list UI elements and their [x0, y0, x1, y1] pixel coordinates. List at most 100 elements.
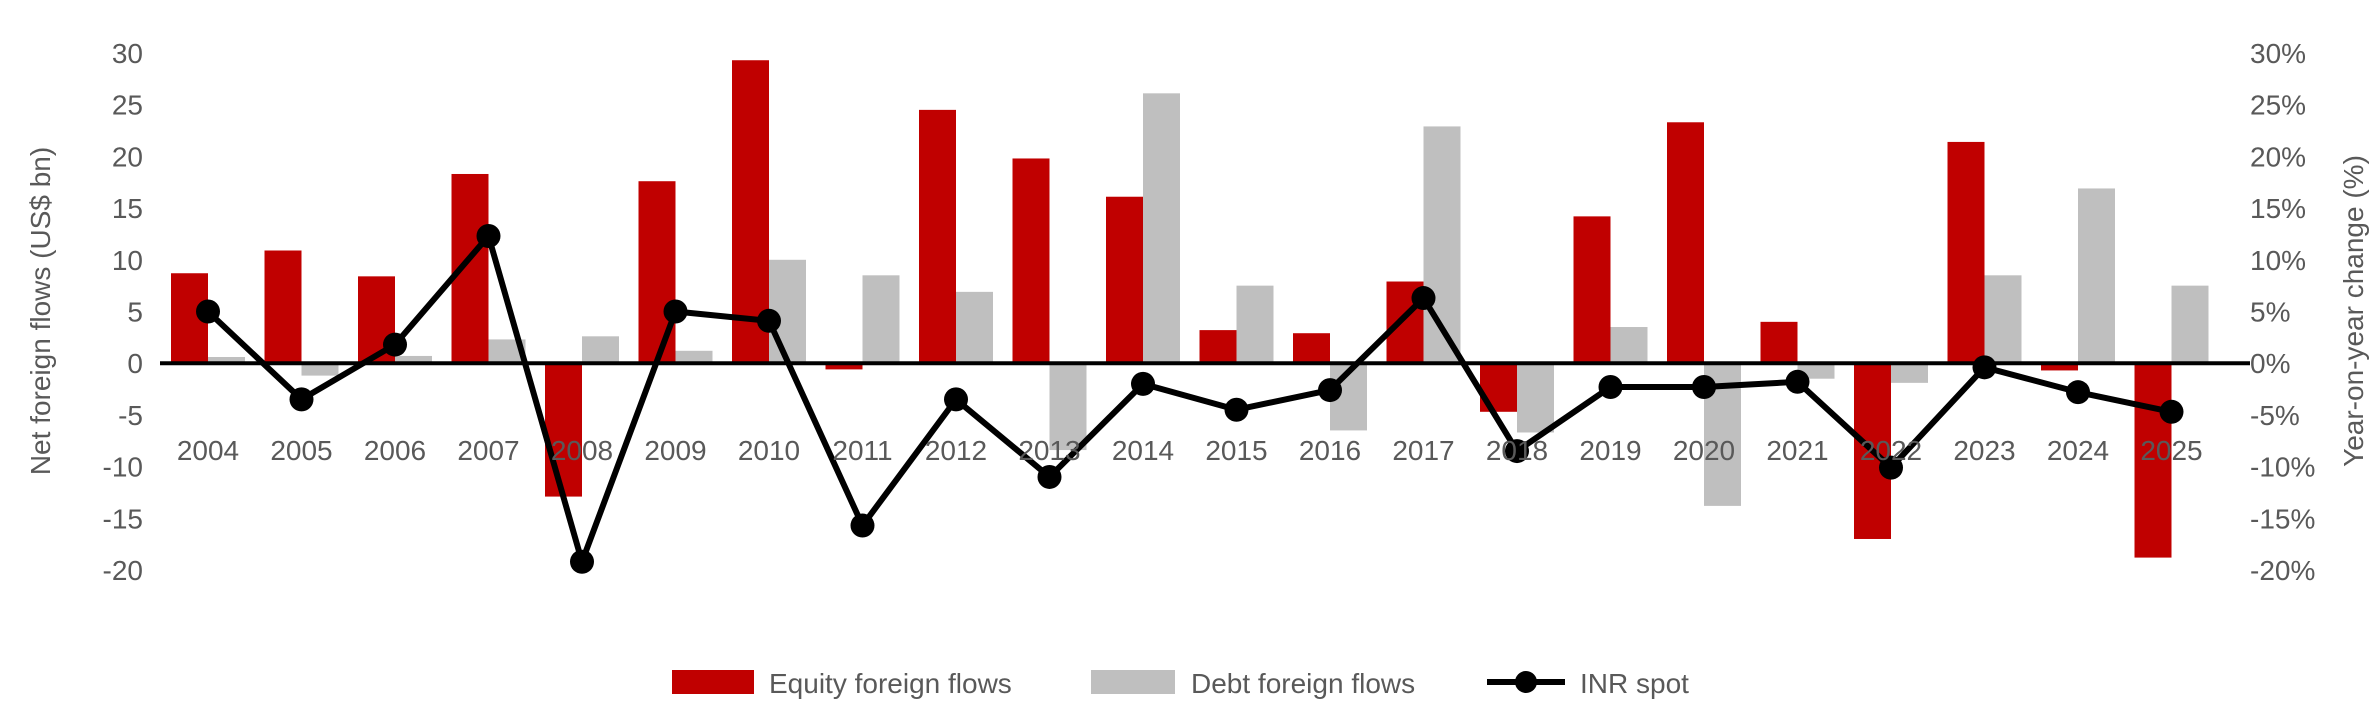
inr-marker-2023 — [1972, 355, 1997, 380]
x-tick-label: 2023 — [1953, 435, 2015, 466]
inr-marker-2008 — [570, 549, 594, 574]
right-tick-label: -20% — [2250, 555, 2315, 586]
x-tick-label: 2005 — [270, 435, 332, 466]
legend-label-debt: Debt foreign flows — [1191, 668, 1415, 699]
x-tick-label: 2016 — [1299, 435, 1361, 466]
debt-bar-2007 — [488, 339, 526, 364]
right-tick-label: 5% — [2250, 297, 2290, 328]
inr-line — [196, 224, 2184, 574]
equity-bar-2019 — [1573, 216, 1611, 364]
x-tick-label: 2006 — [364, 435, 426, 466]
x-axis-ticks: 2004 2005 2006 2007 2008 2009 2010 2011 2012 2013… — [177, 435, 2203, 466]
debt-bar-2014 — [1143, 93, 1180, 364]
right-tick-label: 15% — [2250, 193, 2306, 224]
equity-bar-2014 — [1106, 196, 1143, 364]
right-tick-label: 30% — [2250, 38, 2306, 69]
debt-bar-2024 — [2078, 188, 2115, 364]
x-tick-label: 2022 — [1860, 435, 1922, 466]
equity-bar-2009 — [638, 181, 676, 364]
equity-bar-2016 — [1293, 333, 1330, 364]
x-tick-label: 2009 — [644, 435, 706, 466]
inr-marker-2007 — [476, 224, 501, 249]
left-tick-label: -5 — [118, 400, 143, 431]
x-tick-label: 2011 — [832, 435, 892, 466]
x-tick-label: 2010 — [738, 435, 800, 466]
inr-marker-2022 — [1879, 455, 1903, 480]
inr-spot-line — [205, 233, 2173, 565]
equity-bar-2011 — [825, 363, 863, 370]
x-tick-label: 2008 — [551, 435, 613, 466]
left-axis-ticks: -20 -15 -10 -5 0 5 10 15 20 25 30 — [103, 38, 143, 586]
x-tick-label: 2019 — [1579, 435, 1641, 466]
equity-bar-2005 — [264, 250, 302, 364]
inr-marker-2021 — [1785, 369, 1810, 394]
left-axis-title: Net foreign flows (US$ bn) — [25, 147, 56, 475]
right-tick-label: 25% — [2250, 90, 2306, 121]
x-tick-label: 2025 — [2140, 435, 2202, 466]
x-tick-label: 2020 — [1673, 435, 1735, 466]
x-tick-label: 2018 — [1486, 435, 1548, 466]
inr-marker-2020 — [1692, 374, 1716, 399]
left-tick-label: -10 — [103, 452, 143, 483]
legend-swatch-debt — [1091, 670, 1175, 694]
right-axis-title: Year-on-year change (%) — [2338, 155, 2369, 467]
equity-bar-2020 — [1667, 122, 1704, 364]
x-tick-label: 2017 — [1392, 435, 1454, 466]
debt-bar-2018 — [1517, 363, 1554, 433]
inr-marker-2019 — [1598, 374, 1623, 399]
inr-marker-2025 — [2159, 399, 2184, 424]
debt-bar-2011 — [862, 275, 900, 364]
inr-marker-2004 — [196, 299, 220, 324]
left-tick-label: 15 — [112, 193, 143, 224]
debt-bar-2022 — [1891, 363, 1928, 383]
right-tick-label: -10% — [2250, 452, 2315, 483]
x-tick-label: 2014 — [1112, 435, 1174, 466]
right-tick-label: -5% — [2250, 400, 2300, 431]
inr-marker-2009 — [663, 299, 688, 324]
inr-marker-2017 — [1411, 286, 1436, 311]
legend-label-inr: INR spot — [1580, 668, 1689, 699]
inr-marker-2018 — [1505, 439, 1529, 464]
x-tick-label: 2015 — [1205, 435, 1267, 466]
inr-marker-2016 — [1318, 378, 1342, 403]
equity-bar-2012 — [919, 109, 956, 364]
inr-marker-2011 — [850, 513, 875, 538]
x-tick-label: 2004 — [177, 435, 239, 466]
debt-bar-2025 — [2171, 285, 2209, 364]
left-tick-label: 30 — [112, 38, 143, 69]
right-tick-label: 10% — [2250, 245, 2306, 276]
inr-marker-2012 — [944, 387, 968, 412]
equity-bar-2021 — [1760, 321, 1798, 364]
debt-bar-2008 — [582, 336, 619, 364]
right-tick-label: -15% — [2250, 503, 2315, 534]
left-tick-label: 0 — [127, 348, 143, 379]
left-tick-label: 20 — [112, 141, 143, 172]
inr-marker-2014 — [1131, 371, 1155, 396]
inr-marker-2013 — [1037, 464, 1062, 489]
left-tick-label: 10 — [112, 245, 143, 276]
legend-label-equity: Equity foreign flows — [769, 668, 1012, 699]
inr-marker-2015 — [1224, 397, 1249, 422]
debt-bar-2004 — [208, 356, 245, 364]
debt-bar-2012 — [956, 291, 993, 364]
equity-bar-2024 — [2041, 363, 2078, 371]
legend-swatch-equity — [672, 670, 754, 694]
right-axis-ticks: -20% -15% -10% -5% 0% 5% 10% 15% 20% 25% 30% — [2250, 38, 2315, 586]
debt-bar-2023 — [1984, 275, 2022, 364]
debt-bar-2015 — [1236, 285, 1274, 364]
legend-swatch-inr-marker — [1515, 671, 1537, 693]
inr-marker-2005 — [289, 387, 314, 412]
inr-marker-2024 — [2066, 380, 2090, 405]
x-tick-label: 2007 — [457, 435, 519, 466]
equity-bar-2023 — [1947, 141, 1985, 364]
x-tick-label: 2012 — [925, 435, 987, 466]
inr-marker-2006 — [383, 332, 407, 357]
bars — [171, 60, 2209, 558]
x-tick-label: 2013 — [1018, 435, 1080, 466]
debt-bar-2013 — [1049, 363, 1087, 451]
equity-bar-2025 — [2134, 363, 2172, 558]
x-tick-label: 2024 — [2047, 435, 2109, 466]
left-tick-label: 25 — [112, 90, 143, 121]
left-tick-label: -15 — [103, 503, 143, 534]
